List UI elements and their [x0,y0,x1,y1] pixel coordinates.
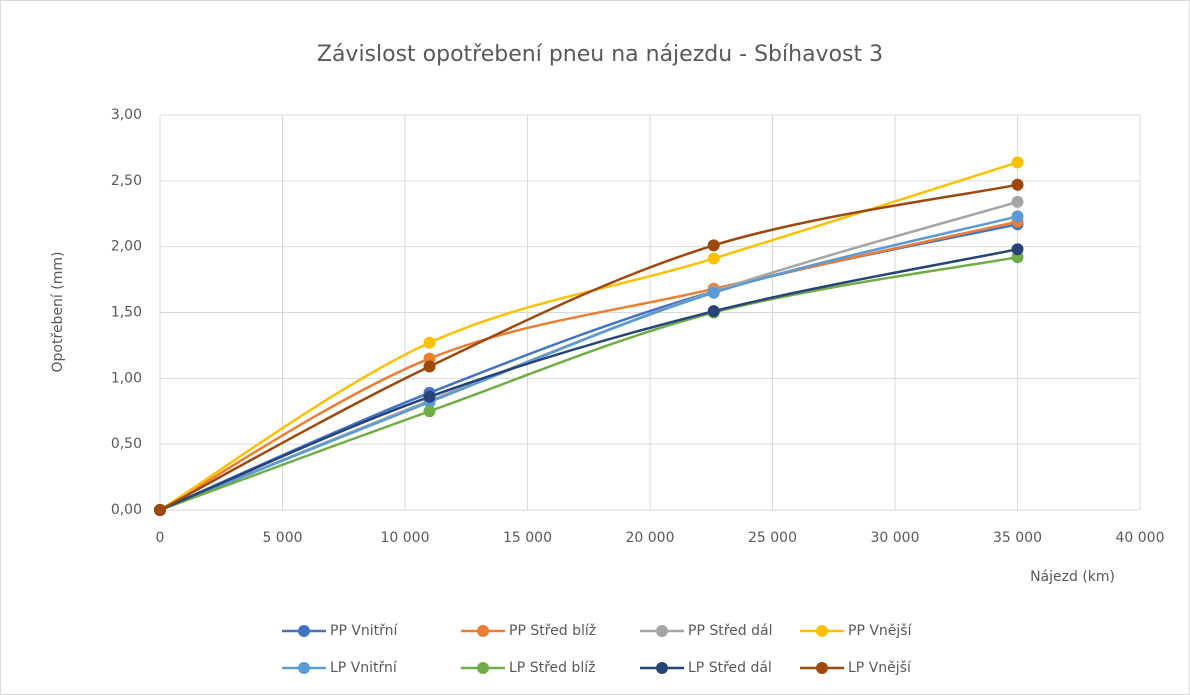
x-tick-label: 15 000 [503,530,552,546]
legend-marker [477,662,489,674]
legend-marker [816,662,828,674]
legend-label: LP Vnější [848,660,912,676]
legend-marker [816,625,828,637]
legend-marker [656,662,668,674]
x-tick-label: 30 000 [871,530,920,546]
legend-marker [298,625,310,637]
data-point [707,286,720,299]
x-axis-label: Nájezd (km) [1030,569,1115,585]
data-point [1011,210,1024,223]
data-point [423,360,436,373]
data-point [1011,178,1024,191]
y-axis-label: Opotřebení (mm) [50,252,66,373]
legend-label: PP Střed blíž [509,623,596,639]
legend-marker [298,662,310,674]
series-line [159,248,1018,512]
legend-label: LP Vnitřní [330,660,398,676]
legend-marker [656,625,668,637]
chart-title: Závislost opotřebení pneu na nájezdu - S… [317,42,883,67]
data-point [154,504,166,516]
data-point [1011,243,1024,256]
data-point [1011,195,1024,208]
x-tick-label: 0 [156,530,165,546]
x-tick-label: 40 000 [1116,530,1165,546]
data-point [423,336,436,349]
y-tick-label: 1,00 [111,370,142,386]
x-tick-label: 20 000 [626,530,675,546]
y-tick-label: 1,50 [111,305,142,321]
series-line [159,215,1018,512]
legend-label: LP Střed blíž [509,660,595,676]
legend-label: PP Vnitřní [330,623,399,639]
legend-marker [477,625,489,637]
data-point [707,305,720,318]
legend-label: PP Střed dál [688,623,772,639]
y-tick-label: 0,50 [111,436,142,452]
legend-label: PP Vnější [848,623,913,639]
legend-label: LP Střed dál [688,660,772,676]
x-tick-label: 5 000 [262,530,302,546]
y-tick-label: 0,00 [111,502,142,518]
series-line [159,183,1018,512]
y-tick-label: 2,00 [111,239,142,255]
series-line [159,220,1018,512]
x-tick-label: 25 000 [748,530,797,546]
data-point [707,252,720,265]
data-point [1011,156,1024,169]
data-point [423,390,436,403]
x-tick-label: 10 000 [381,530,430,546]
y-tick-label: 2,50 [111,173,142,189]
data-point [707,239,720,252]
series-line [159,161,1018,512]
data-point [423,405,436,418]
y-tick-label: 3,00 [111,107,142,123]
series-line [159,255,1018,512]
x-tick-label: 35 000 [993,530,1042,546]
